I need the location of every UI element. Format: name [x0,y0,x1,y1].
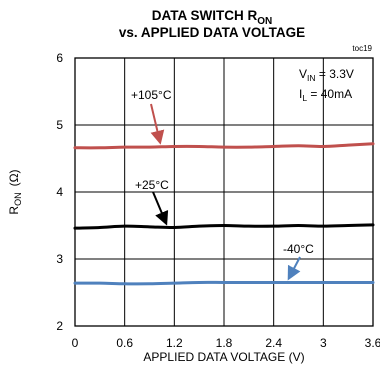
vin-subscript: IN [307,73,316,83]
y-tick-label: 3 [56,252,63,266]
series-label-minus40c: -40°C [283,242,314,256]
plot-frame [74,57,374,327]
figure-id: toc19 [352,44,372,53]
y-tick-label: 5 [56,118,63,132]
y-axis-label: RON (Ω) [7,169,23,214]
arrow-105c [150,103,165,145]
x-tick-label: 0.6 [116,336,133,350]
vin-condition: VIN = 3.3V [299,67,354,83]
chart-title-subscript: ON [257,16,272,27]
series-line-2 [73,280,375,286]
x-tick-label: 1.8 [216,336,233,350]
y-tick-label: 4 [56,185,63,199]
vin-value: = 3.3V [316,67,354,81]
chart-title-line1: DATA SWITCH RON [152,8,272,27]
y-tick-label: 2 [56,319,63,333]
arrow-minus40c [287,256,301,281]
x-tick-label: 3.6 [365,336,380,350]
series-group [73,142,375,286]
y-axis-label-unit: (Ω) [7,169,21,186]
arrow-25c [152,191,169,226]
x-tick-label: 1.2 [166,336,183,350]
chart-title-line2: vs. APPLIED DATA VOLTAGE [119,25,305,40]
il-condition: IL = 40mA [299,87,352,103]
vin-main: V [299,67,307,81]
chart-title-text: DATA SWITCH R [152,8,258,23]
y-axis-label-main: R [7,206,21,215]
x-tick-label: 2.4 [265,336,282,350]
il-subscript: L [302,93,307,103]
x-tick-label: 3 [320,336,327,350]
y-tick-label: 6 [56,51,63,65]
y-axis-label-subscript: ON [13,192,23,206]
series-line-0 [73,142,375,150]
series-line-1 [73,223,375,230]
il-value: = 40mA [307,87,352,101]
x-axis-label: APPLIED DATA VOLTAGE (V) [143,350,304,364]
x-tick-label: 0 [72,336,79,350]
x-tick-labels: 0 0.6 1.2 1.8 2.4 3 3.6 [72,336,380,350]
y-tick-labels: 2 3 4 5 6 [56,51,63,333]
il-main: I [299,87,302,101]
grid-lines [75,58,373,326]
series-label-105c: +105°C [131,88,172,102]
series-label-25c: +25°C [135,178,169,192]
